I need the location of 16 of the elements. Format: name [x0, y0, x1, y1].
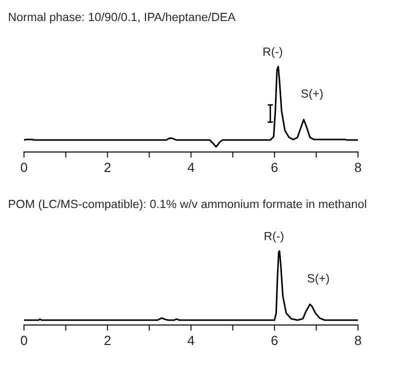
chart-title: POM (LC/MS-compatible): 0.1% w/v ammonium formate in methanol [8, 199, 366, 211]
x-tick-label: 2 [104, 336, 111, 345]
x-tick-label: 8 [354, 162, 362, 172]
x-tick-label: 8 [354, 336, 362, 346]
x-tick-label: 4 [188, 162, 194, 172]
annotation: S(+) [301, 89, 323, 100]
annotation: R(-) [264, 47, 282, 58]
x-tick-label: 4 [188, 336, 194, 345]
x-tick-label: 6 [272, 162, 278, 172]
x-tick-label: 2 [104, 162, 111, 172]
annotation: S(+) [308, 274, 329, 285]
x-tick-label: 0 [20, 336, 28, 346]
chart-title: Normal phase: 10/90/0.1, IPA/heptane/DEA [8, 12, 236, 24]
x-tick-label: 0 [20, 162, 28, 172]
annotation: R(-) [264, 232, 284, 243]
x-tick-label: 6 [272, 336, 278, 346]
